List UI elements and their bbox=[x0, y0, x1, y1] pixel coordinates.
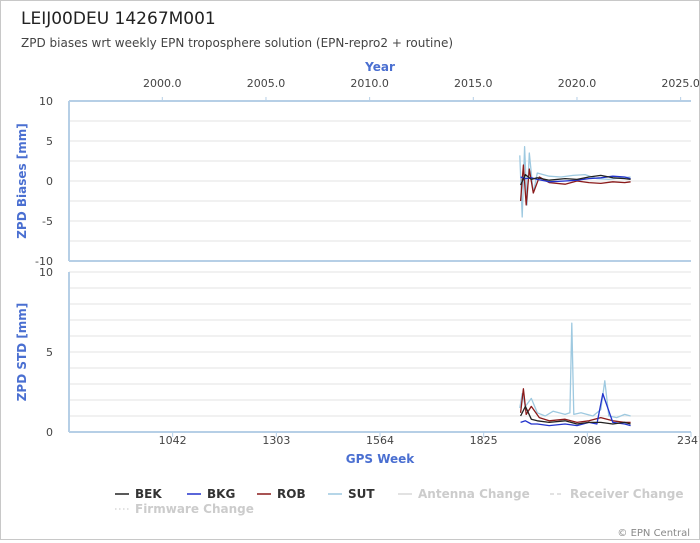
y-tick-label: 0 bbox=[46, 175, 53, 188]
y-tick-label: -10 bbox=[35, 255, 53, 268]
legend-item-label: BEK bbox=[135, 487, 162, 501]
x-tick-label: 1042 bbox=[159, 434, 187, 447]
y-tick-label: 0 bbox=[46, 426, 53, 439]
top-axis-tick-label: 2015.0 bbox=[454, 77, 493, 90]
y-tick-label: 5 bbox=[46, 346, 53, 359]
top-axis-tick-label: 2010.0 bbox=[350, 77, 389, 90]
legend-item-label: Receiver Change bbox=[570, 487, 684, 501]
series-line-bkg bbox=[520, 392, 631, 427]
top-axis-tick-label: 2000.0 bbox=[143, 77, 182, 90]
x-tick-label: 2347 bbox=[677, 434, 699, 447]
y-tick-label: 5 bbox=[46, 135, 53, 148]
legend-item-label: ROB bbox=[277, 487, 306, 501]
y-axis-label: ZPD STD [mm] bbox=[15, 303, 29, 402]
legend: BEK BKG ROB SUT Antenna Change Receiver Chang… bbox=[115, 487, 684, 516]
credits-label: © EPN Central bbox=[617, 528, 690, 539]
series-line-bek bbox=[520, 405, 631, 425]
series-line-sut bbox=[519, 322, 631, 419]
bias-panel: -10 -5 0 5 10 ZPD Biases [mm] 2000.0 2005.0 2010… bbox=[15, 60, 700, 268]
top-axis-tick-label: 2005.0 bbox=[247, 77, 286, 90]
chart-title: LEIJ00DEU 14267M001 bbox=[21, 9, 216, 29]
top-axis-tick-label: 2020.0 bbox=[558, 77, 597, 90]
legend-item-label: BKG bbox=[207, 487, 235, 501]
x-tick-label: 2086 bbox=[573, 434, 601, 447]
top-axis-label: Year bbox=[364, 60, 395, 74]
std-panel: 0 5 10 ZPD STD [mm] 1042 1303 1564 1825 2086 2347… bbox=[15, 266, 700, 466]
x-tick-label: 1303 bbox=[262, 434, 290, 447]
y-tick-label: -5 bbox=[42, 215, 53, 228]
x-axis-label: GPS Week bbox=[346, 452, 416, 466]
legend-item-label: SUT bbox=[348, 487, 375, 501]
series-line-sut bbox=[519, 145, 631, 218]
chart-subtitle: ZPD biases wrt weekly EPN troposphere so… bbox=[21, 36, 453, 50]
legend-item-label: Antenna Change bbox=[418, 487, 530, 501]
series-line-rob bbox=[519, 164, 631, 206]
y-tick-label: 10 bbox=[39, 266, 53, 279]
legend-item-label: Firmware Change bbox=[135, 502, 254, 516]
x-tick-label: 1825 bbox=[470, 434, 498, 447]
top-axis-tick-label: 2025.0 bbox=[661, 77, 699, 90]
y-tick-label: 10 bbox=[39, 95, 53, 108]
y-axis-label: ZPD Biases [mm] bbox=[15, 123, 29, 239]
series-line-bek bbox=[520, 173, 631, 186]
x-tick-label: 1564 bbox=[366, 434, 394, 447]
